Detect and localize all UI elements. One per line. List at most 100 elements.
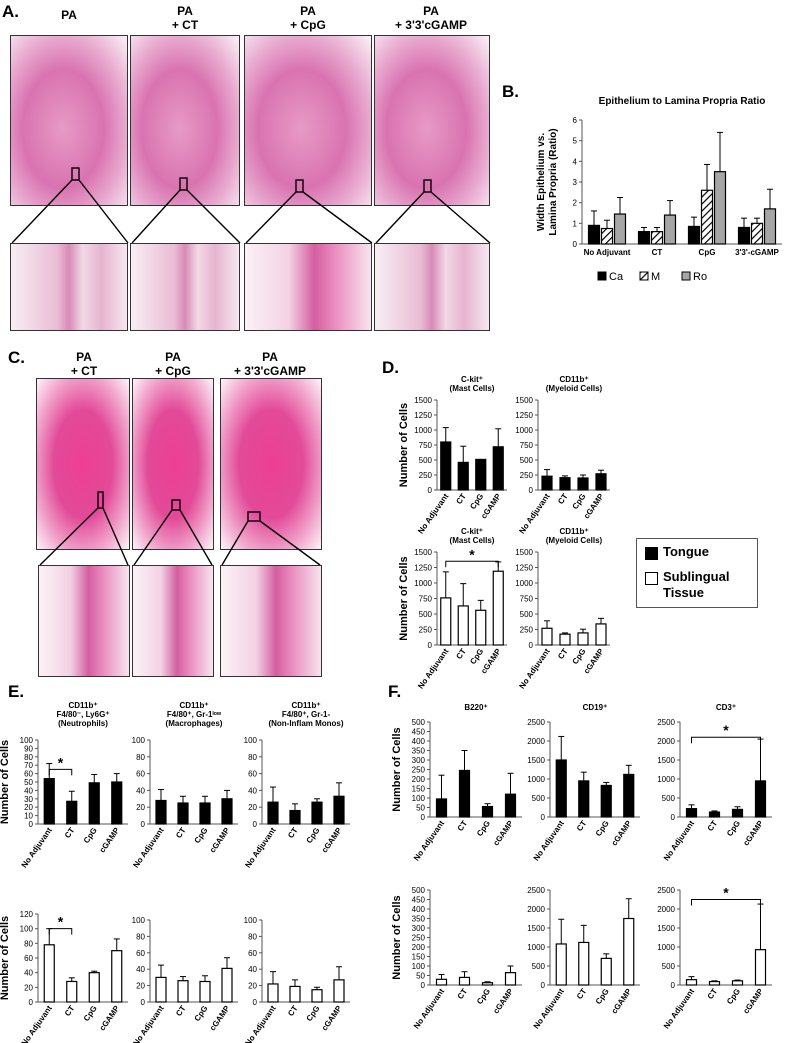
y-tick-label: 0: [141, 820, 146, 829]
bar: [750, 222, 764, 245]
x-tick-label: CpG: [725, 987, 742, 1006]
bar: [66, 980, 78, 1003]
y-tick-label: 1: [573, 219, 578, 228]
y-tick-label: 1500: [657, 756, 675, 765]
panel-c-zoom-lines: [39, 491, 321, 566]
y-tick-label: 80: [136, 753, 145, 762]
x-tick-label: CpG: [305, 826, 322, 845]
x-tick-label: CT: [454, 492, 468, 506]
bar: [311, 801, 323, 825]
x-tick-label: cGAMP: [320, 825, 344, 854]
x-tick-label: No Adjuvant: [243, 826, 277, 870]
chart-title: CD11b⁺ (Myeloid Cells): [546, 375, 603, 393]
bar: [475, 458, 487, 491]
y-tick-label: 1500: [515, 396, 533, 405]
bar: [663, 214, 677, 245]
bar: [177, 980, 189, 1003]
bar: [155, 799, 167, 825]
bar: [492, 570, 504, 646]
x-tick-label: CpG: [699, 248, 716, 257]
x-tick-label: cGAMP: [741, 818, 765, 847]
y-tick-label: 300: [412, 756, 426, 765]
legend-label: M: [651, 271, 660, 283]
y-tick-label: 250: [520, 471, 534, 480]
y-tick-label: 1500: [515, 548, 533, 557]
bar: [541, 627, 553, 646]
x-tick-label: CpG: [594, 819, 611, 838]
y-tick-label: 1000: [527, 943, 545, 952]
y-tick-label: 100: [244, 916, 258, 925]
bar: [457, 605, 469, 646]
bar: [577, 632, 589, 646]
y-tick-label: 60: [24, 954, 33, 963]
x-tick-label: CpG: [468, 647, 485, 666]
y-tick-label: 200: [412, 943, 426, 952]
y-tick-label: 750: [419, 441, 433, 450]
y-tick-label: 20: [136, 803, 145, 812]
x-tick-label: cGAMP: [98, 1003, 122, 1032]
y-tick-label: 40: [136, 965, 145, 974]
x-tick-label: cGAMP: [208, 825, 232, 854]
chart-title: CD11b⁺ (Myeloid Cells): [546, 527, 603, 545]
x-tick-label: CT: [454, 647, 468, 661]
significance-mark: *: [723, 722, 729, 738]
bar: [475, 609, 487, 646]
y-tick-label: 0: [541, 981, 546, 990]
y-tick-label: 1250: [515, 564, 533, 573]
histology-image-pa-cpg: [244, 35, 372, 206]
y-tick-label: 80: [248, 932, 257, 941]
significance-bracket: [48, 928, 73, 935]
bar: [623, 917, 635, 986]
panel-label-e: E.: [8, 682, 25, 701]
y-axis-label: Number of Cells: [0, 740, 11, 824]
x-tick-label: cGAMP: [491, 818, 515, 847]
bar: [177, 802, 189, 825]
x-tick-label: No Adjuvant: [517, 647, 551, 691]
bar: [199, 980, 211, 1003]
y-tick-label: 20: [248, 982, 257, 991]
chart-title: CD3⁺: [716, 703, 736, 712]
y-tick-label: 500: [532, 794, 546, 803]
y-tick-label: 2500: [657, 718, 675, 727]
y-axis-label: Number of Cells: [391, 895, 403, 979]
x-tick-label: No Adjuvant: [532, 987, 566, 1031]
y-tick-label: 40: [24, 786, 33, 795]
bar: [199, 802, 211, 825]
zoom-image-pa-cgamp: [374, 243, 490, 331]
x-tick-label: CT: [575, 987, 589, 1001]
x-tick-label: cGAMP: [98, 825, 122, 854]
y-tick-label: 4: [573, 157, 578, 166]
legend-b: Ca M Ro: [597, 271, 707, 283]
y-tick-label: 6: [573, 116, 578, 125]
y-tick-label: 1500: [414, 548, 432, 557]
bar: [504, 793, 517, 818]
bar: [267, 801, 279, 825]
y-tick-label: 1500: [527, 756, 545, 765]
panel-c-title-1: PA + CT: [70, 350, 98, 378]
y-tick-label: 1250: [414, 564, 432, 573]
y-tick-label: 0: [421, 813, 426, 822]
significance-mark: *: [723, 885, 729, 901]
y-axis-label: Number of Cells: [391, 727, 403, 811]
y-tick-label: 1250: [515, 411, 533, 420]
chart-title: C-kit⁺ (Mast Cells): [450, 375, 495, 393]
x-tick-label: CT: [174, 1004, 188, 1018]
y-tick-label: 100: [20, 925, 34, 934]
panel-label-a: A.: [2, 2, 19, 21]
x-tick-label: CpG: [193, 1004, 210, 1023]
y-tick-label: 100: [132, 916, 146, 925]
y-tick-label: 2: [573, 199, 578, 208]
chart-title: CD11b⁺ F4/80⁺, Gr-1-(Non-Inflam Monos): [268, 701, 343, 728]
bar: [613, 213, 627, 245]
panel-a-zoom-lines: [11, 167, 491, 244]
y-tick-label: 2000: [527, 737, 545, 746]
bar: [577, 477, 589, 491]
x-tick-label: CT: [556, 647, 570, 661]
bar: [700, 189, 714, 245]
y-tick-label: 3: [573, 178, 578, 187]
y-tick-label: 100: [244, 736, 258, 745]
y-tick-label: 40: [248, 786, 257, 795]
